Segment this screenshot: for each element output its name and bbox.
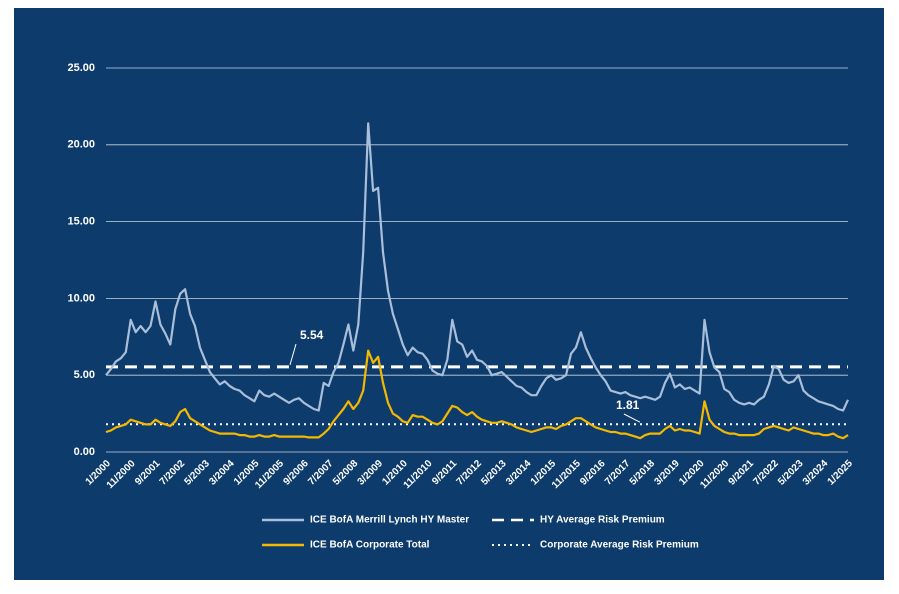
- y-tick-label: 5.00: [74, 369, 95, 381]
- legend-label: ICE BofA Corporate Total: [310, 540, 430, 551]
- annotation-leader: [289, 343, 297, 366]
- legend-label: Corporate Average Risk Premium: [540, 540, 699, 551]
- legend-label: HY Average Risk Premium: [540, 515, 665, 526]
- series-line: [105, 349, 849, 440]
- annotation-leader: [623, 413, 641, 423]
- series-line: [105, 122, 850, 412]
- y-tick-label: 15.00: [67, 216, 95, 228]
- y-tick-label: 20.00: [67, 139, 95, 151]
- y-tick-label: 25.00: [67, 62, 95, 74]
- y-tick-label: 0.00: [74, 446, 95, 458]
- annotation-label: 5.54: [300, 328, 324, 342]
- panel: [14, 8, 884, 580]
- y-tick-label: 10.00: [67, 292, 95, 304]
- legend-label: ICE BofA Merrill Lynch HY Master: [310, 515, 469, 526]
- annotation-label: 1.81: [616, 398, 640, 412]
